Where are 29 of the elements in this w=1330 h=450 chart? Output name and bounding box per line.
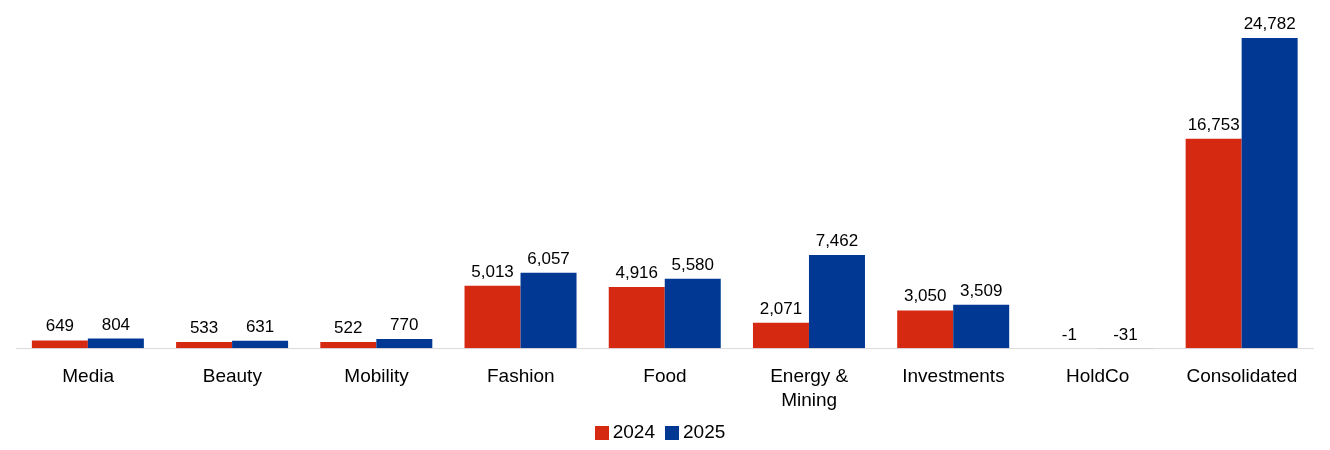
data-label: 6,057 xyxy=(527,248,570,268)
x-tick-label: Energy & Mining xyxy=(770,365,849,410)
legend-label: 2024 xyxy=(612,421,655,442)
data-label: 3,509 xyxy=(959,280,1003,300)
x-tick-label: Food xyxy=(643,365,687,387)
data-label: 5,580 xyxy=(671,254,715,274)
x-tick-label: HoldCo xyxy=(1065,365,1130,387)
data-label: 3,050 xyxy=(903,286,947,306)
legend-label: 2025 xyxy=(683,421,726,442)
data-label: 4,916 xyxy=(615,263,659,282)
x-tick-label: Consolidated xyxy=(1186,365,1298,387)
data-label: 2,071 xyxy=(759,298,803,318)
data-label: 770 xyxy=(390,314,419,334)
data-label: 804 xyxy=(101,314,131,334)
data-label: 631 xyxy=(245,316,275,336)
x-tick-label: Investments xyxy=(902,365,1005,387)
data-label: -31 xyxy=(1113,324,1138,344)
data-label: 24,782 xyxy=(1243,14,1296,33)
data-label: 522 xyxy=(334,318,363,338)
data-label: 649 xyxy=(45,316,75,336)
x-tick-label: Mobility xyxy=(344,365,410,387)
data-label: 7,462 xyxy=(815,231,859,251)
data-label: -1 xyxy=(1061,324,1077,344)
data-label: 16,753 xyxy=(1187,114,1240,134)
x-tick-label: Media xyxy=(62,365,115,387)
x-tick-label: Beauty xyxy=(202,365,263,387)
x-tick-label: Fashion xyxy=(486,365,555,387)
data-label: 5,013 xyxy=(471,261,514,281)
data-label: 533 xyxy=(189,317,219,337)
